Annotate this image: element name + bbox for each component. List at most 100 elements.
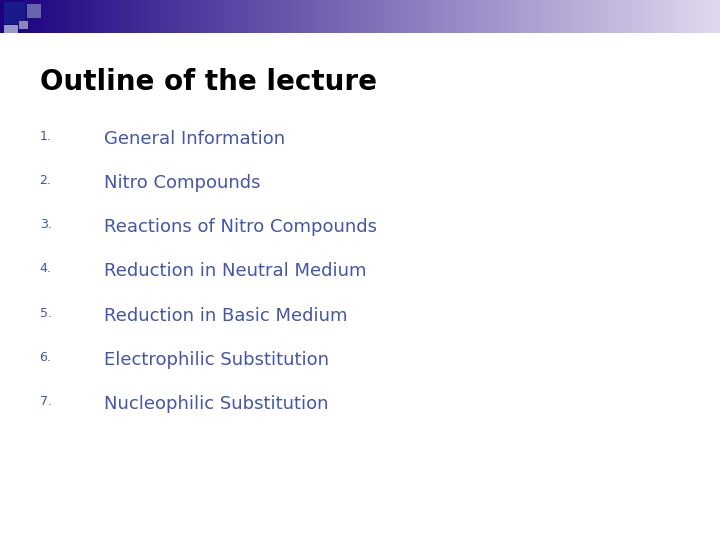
Bar xyxy=(65,0,69,33)
Bar xyxy=(328,0,331,33)
Bar xyxy=(599,0,603,33)
Bar xyxy=(52,0,56,33)
Bar xyxy=(539,0,542,33)
Bar xyxy=(60,0,63,33)
Text: 5.: 5. xyxy=(40,307,52,320)
Bar xyxy=(323,0,326,33)
Bar xyxy=(145,0,150,33)
Bar xyxy=(576,0,580,33)
Bar xyxy=(648,0,652,33)
Bar xyxy=(583,0,588,33)
Bar xyxy=(572,0,576,33)
Bar xyxy=(151,0,156,33)
Bar xyxy=(661,0,665,33)
Bar xyxy=(432,0,436,33)
Bar xyxy=(414,0,418,33)
Bar xyxy=(606,0,611,33)
Bar xyxy=(268,0,272,33)
Text: Outline of the lecture: Outline of the lecture xyxy=(40,68,377,96)
Bar xyxy=(181,0,186,33)
Bar xyxy=(488,0,492,33)
Bar xyxy=(18,0,22,33)
Bar xyxy=(603,0,607,33)
Bar xyxy=(395,0,398,33)
Bar xyxy=(500,0,504,33)
Bar xyxy=(13,0,17,33)
Bar xyxy=(40,0,44,33)
Bar xyxy=(186,0,189,33)
Bar xyxy=(383,0,387,33)
Bar xyxy=(569,0,573,33)
Bar xyxy=(452,0,456,33)
Bar xyxy=(491,0,495,33)
Bar xyxy=(241,0,245,33)
Bar xyxy=(138,0,143,33)
Bar xyxy=(554,0,558,33)
Bar xyxy=(680,0,684,33)
Bar xyxy=(423,0,427,33)
Bar xyxy=(567,0,571,33)
Bar xyxy=(684,0,688,33)
Bar xyxy=(524,0,528,33)
Bar xyxy=(433,0,438,33)
Bar xyxy=(104,0,108,33)
Bar xyxy=(140,0,145,33)
Bar xyxy=(685,0,690,33)
Bar xyxy=(162,0,166,33)
Bar xyxy=(549,0,553,33)
Bar xyxy=(124,0,128,33)
Bar xyxy=(594,0,598,33)
Bar xyxy=(50,0,55,33)
Bar xyxy=(371,0,374,33)
Bar xyxy=(6,0,9,33)
Bar xyxy=(196,0,200,33)
Bar xyxy=(596,0,600,33)
Bar xyxy=(107,0,110,33)
Bar xyxy=(191,0,194,33)
Bar xyxy=(261,0,265,33)
Bar xyxy=(688,0,691,33)
Bar xyxy=(319,0,323,33)
Bar xyxy=(205,0,209,33)
Bar xyxy=(89,0,92,33)
Bar xyxy=(670,0,674,33)
Bar xyxy=(702,0,706,33)
Bar xyxy=(225,0,229,33)
Bar xyxy=(416,0,420,33)
Bar xyxy=(387,0,391,33)
Bar xyxy=(42,0,45,33)
Bar xyxy=(30,0,35,33)
Bar xyxy=(207,0,211,33)
Bar xyxy=(11,0,14,33)
Bar xyxy=(504,0,508,33)
Bar xyxy=(498,0,503,33)
Bar xyxy=(202,0,206,33)
Bar xyxy=(76,0,79,33)
Bar xyxy=(390,0,395,33)
Bar xyxy=(376,0,380,33)
Bar xyxy=(222,0,225,33)
Bar xyxy=(443,0,446,33)
Bar xyxy=(675,0,679,33)
Bar xyxy=(472,0,475,33)
Bar xyxy=(469,0,474,33)
Bar xyxy=(63,0,67,33)
Bar xyxy=(580,0,583,33)
Bar xyxy=(58,0,62,33)
Bar xyxy=(115,0,120,33)
Bar xyxy=(45,0,49,33)
Bar xyxy=(619,0,623,33)
Bar xyxy=(253,0,258,33)
Bar xyxy=(644,0,648,33)
Bar xyxy=(81,0,85,33)
Bar xyxy=(503,0,506,33)
Bar xyxy=(639,0,643,33)
Bar xyxy=(198,0,202,33)
Bar xyxy=(593,0,596,33)
Bar xyxy=(194,0,199,33)
Text: 7.: 7. xyxy=(40,395,52,408)
Bar xyxy=(495,0,499,33)
Bar xyxy=(7,0,12,33)
Bar xyxy=(679,0,683,33)
Bar xyxy=(445,0,449,33)
